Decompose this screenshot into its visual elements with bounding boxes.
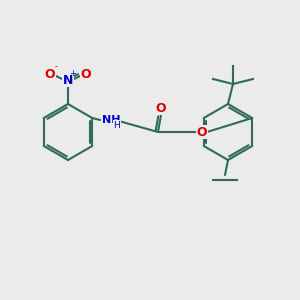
Text: O: O bbox=[197, 125, 207, 139]
Text: O: O bbox=[156, 101, 166, 115]
Text: NH: NH bbox=[102, 115, 121, 125]
Text: N: N bbox=[64, 75, 72, 85]
Text: H: H bbox=[113, 121, 120, 130]
Text: O: O bbox=[81, 68, 91, 80]
Text: +: + bbox=[70, 70, 76, 79]
Text: N: N bbox=[63, 74, 73, 86]
Text: -: - bbox=[55, 62, 58, 71]
Text: O: O bbox=[45, 68, 55, 80]
Text: N: N bbox=[63, 75, 73, 85]
